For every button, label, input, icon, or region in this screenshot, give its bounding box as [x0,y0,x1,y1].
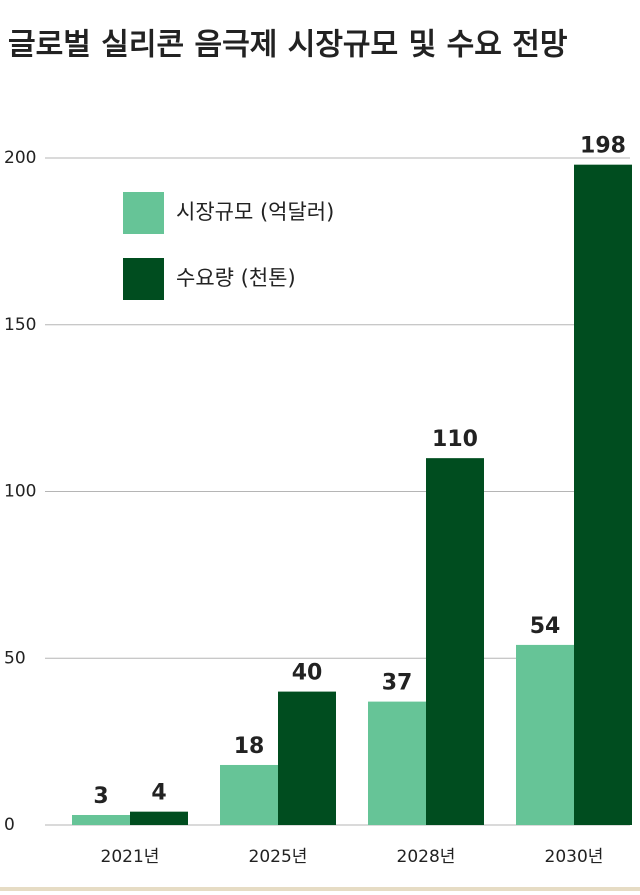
y-tick-label: 0 [4,815,15,835]
value-label: 4 [151,781,166,806]
value-label: 37 [382,671,413,696]
y-tick-label: 50 [4,648,26,668]
bar [574,164,632,826]
y-tick-label: 100 [4,482,36,502]
chart-title: 글로벌 실리콘 음극제 시장규모 및 수요 전망 [8,28,568,63]
x-tick-label: 2028년 [397,847,456,867]
bar [278,691,336,825]
value-label: 18 [234,734,265,759]
bar [368,701,426,825]
x-tick-label: 2025년 [249,847,308,867]
value-label: 40 [292,661,323,686]
value-label: 110 [432,427,478,452]
legend-label: 시장규모 (억달러) [176,200,334,224]
x-tick-label: 2021년 [101,847,160,867]
y-tick-label: 200 [4,148,36,168]
bar [426,458,484,825]
legend-label: 수요량 (천톤) [176,266,296,290]
bar [130,811,188,825]
legend-swatch [123,192,164,234]
value-label: 3 [93,784,108,809]
legend-swatch [123,258,164,300]
bar [516,644,574,825]
value-label: 54 [530,614,561,639]
value-label: 198 [580,134,626,159]
y-tick-label: 150 [4,315,36,335]
bar [72,814,130,825]
bar [220,764,278,825]
x-tick-label: 2030년 [545,847,604,867]
